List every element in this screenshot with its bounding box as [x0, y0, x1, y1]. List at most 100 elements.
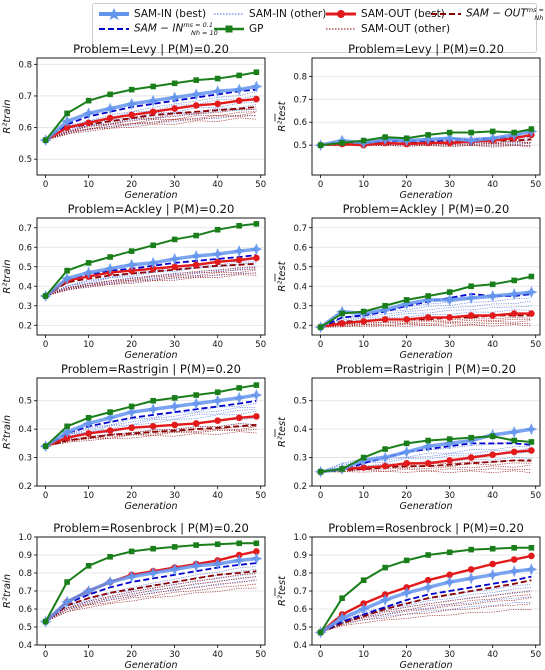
legend-swatch-sam-in-best — [99, 8, 129, 20]
plot-area — [39, 382, 263, 453]
data-point-sam-in-best — [443, 132, 456, 145]
data-point-sam-out-best — [235, 97, 243, 104]
data-point-sam-in-best — [379, 451, 392, 464]
x-tick-label: 20 — [401, 650, 412, 660]
x-axis-label: Generation — [400, 190, 453, 201]
legend-swatch-gp — [214, 25, 244, 33]
data-point-sam-in-best — [190, 250, 203, 263]
data-point-gp — [317, 324, 324, 330]
chart-title: Problem=Ackley | P(M)=0.20 — [68, 202, 235, 216]
series-line-sam-out-other — [45, 587, 257, 622]
data-point-sam-in-best — [233, 83, 246, 96]
data-point-gp — [403, 135, 410, 142]
data-point-sam-in-best — [211, 394, 224, 407]
y-tick-label: 0.8 — [293, 569, 307, 579]
data-point-sam-out-best — [128, 424, 135, 432]
y-axis-label: R²test — [277, 100, 288, 131]
legend-item-sam-out-ms: SAM − OUTms = 0.1Nh = 20 — [431, 6, 545, 22]
x-tick-label: 0 — [43, 340, 48, 350]
data-point-sam-out-best — [149, 423, 157, 430]
y-tick-label: 0.3 — [18, 454, 32, 464]
data-point-sam-out-best — [171, 105, 178, 112]
data-point-sam-out-best — [424, 459, 432, 467]
chart-panel-8: 0.4 0.5 0.6 0.7 0.8 0.9 1.0 0 10 20 30 40 50 Problem=… — [274, 521, 541, 670]
y-tick-label: 0.5 — [18, 263, 32, 273]
data-point-sam-out-best — [360, 464, 367, 471]
data-point-sam-in-best — [422, 293, 435, 306]
data-point-sam-out-best — [424, 314, 432, 321]
series-line-sam-in-other — [320, 587, 532, 633]
y-tick-label: 0.2 — [293, 482, 307, 492]
data-point-sam-in-best — [465, 434, 478, 447]
y-tick-label: 0.5 — [293, 263, 307, 273]
data-point-sam-out-best — [446, 314, 453, 321]
data-point-sam-in-best — [104, 576, 117, 588]
plot-frame — [311, 217, 541, 336]
plot-area — [39, 540, 263, 628]
data-point-gp — [253, 540, 260, 547]
x-tick-label: 30 — [169, 180, 180, 190]
data-point-sam-in-best — [250, 389, 263, 402]
x-tick-label: 50 — [255, 650, 266, 660]
data-point-sam-out-best — [192, 102, 200, 109]
x-tick-label: 10 — [358, 340, 369, 350]
x-tick-label: 40 — [487, 180, 498, 190]
data-point-sam-in-best — [211, 558, 224, 570]
y-tick-label: 0.2 — [293, 321, 307, 331]
series-line-sam-in-other — [45, 407, 257, 447]
data-point-gp — [511, 437, 517, 444]
data-point-sam-out-best — [381, 316, 389, 323]
y-axis-label: R²train — [2, 574, 13, 608]
data-point-gp — [403, 440, 410, 447]
data-point-gp — [64, 110, 70, 117]
legend-swatch-sam-out-other — [326, 28, 356, 30]
y-tick-label: 0.6 — [293, 605, 307, 615]
x-tick-label: 40 — [212, 340, 223, 350]
data-point-sam-out-best — [510, 310, 518, 317]
data-point-sam-in-best — [443, 437, 456, 450]
y-tick-label: 0.5 — [18, 623, 32, 633]
legend-swatch-sam-in-other — [214, 13, 244, 15]
data-point-gp — [360, 577, 367, 583]
x-tick-label: 10 — [83, 340, 94, 350]
y-tick-label: 0.5 — [293, 623, 307, 633]
data-point-gp — [425, 437, 431, 444]
data-point-gp — [171, 395, 178, 401]
data-point-gp — [193, 232, 199, 239]
data-point-sam-out-best — [128, 111, 135, 119]
chart-title: Problem=Levy | P(M)=0.20 — [73, 42, 229, 56]
data-point-sam-in-best — [147, 256, 160, 269]
data-point-sam-in-best — [525, 286, 538, 299]
data-point-gp — [214, 75, 221, 82]
x-tick-label: 50 — [530, 650, 541, 660]
y-tick-label: 0.3 — [293, 302, 307, 312]
data-point-gp — [528, 545, 535, 551]
data-point-sam-in-best — [422, 581, 435, 594]
chart-panel-6: 0.2 0.3 0.4 0.5 0 10 20 30 40 50 Problem=Rastrigin… — [274, 362, 541, 512]
legend-swatch-sam-out-best — [326, 10, 356, 18]
data-point-gp — [171, 80, 178, 87]
data-point-sam-out-best — [510, 556, 518, 563]
y-tick-label: 0.4 — [18, 282, 32, 292]
series-line-sam-out-best — [319, 554, 532, 634]
data-point-sam-in-best — [465, 134, 478, 147]
series-line-sam-in-other — [320, 305, 532, 328]
data-point-gp — [489, 545, 496, 552]
data-point-sam-in-best — [61, 115, 74, 128]
data-point-gp — [360, 454, 367, 461]
x-tick-label: 0 — [43, 180, 48, 190]
data-point-sam-in-best — [465, 291, 478, 304]
data-point-gp — [425, 552, 431, 558]
plot-area — [314, 423, 538, 478]
data-point-sam-out-best — [528, 447, 535, 454]
x-tick-label: 0 — [43, 491, 48, 501]
data-point-sam-in-best — [508, 426, 521, 438]
x-tick-label: 0 — [318, 650, 323, 660]
y-tick-label: 0.6 — [18, 243, 32, 253]
data-point-sam-in-best — [357, 603, 370, 615]
x-tick-label: 30 — [444, 650, 455, 660]
data-point-gp — [128, 86, 135, 93]
data-point-sam-out-best — [446, 571, 453, 579]
y-tick-label: 0.4 — [293, 282, 307, 292]
data-point-sam-out-best — [171, 421, 178, 429]
